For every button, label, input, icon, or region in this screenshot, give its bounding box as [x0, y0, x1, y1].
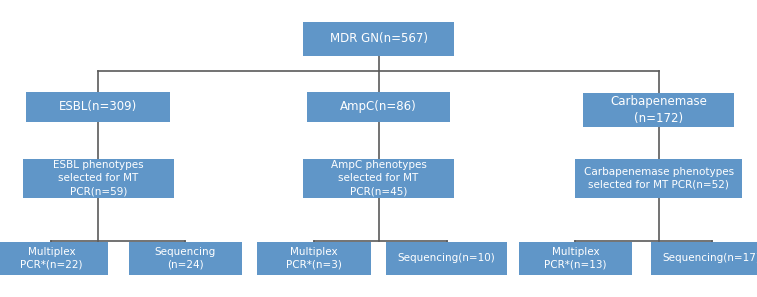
Text: Multiplex
PCR*(n=22): Multiplex PCR*(n=22): [20, 247, 83, 270]
Text: Multiplex
PCR*(n=3): Multiplex PCR*(n=3): [286, 247, 342, 270]
FancyBboxPatch shape: [583, 93, 734, 127]
Text: ESBL phenotypes
selected for MT
PCR(n=59): ESBL phenotypes selected for MT PCR(n=59…: [53, 160, 144, 196]
FancyBboxPatch shape: [575, 159, 742, 198]
FancyBboxPatch shape: [303, 159, 454, 198]
FancyBboxPatch shape: [26, 92, 170, 122]
Text: Sequencing
(n=24): Sequencing (n=24): [155, 247, 216, 270]
FancyBboxPatch shape: [307, 92, 450, 122]
FancyBboxPatch shape: [303, 22, 454, 56]
Text: AmpC phenotypes
selected for MT
PCR(n=45): AmpC phenotypes selected for MT PCR(n=45…: [331, 160, 426, 196]
FancyBboxPatch shape: [23, 159, 174, 198]
FancyBboxPatch shape: [386, 242, 507, 275]
Text: Carbapenemase phenotypes
selected for MT PCR(n=52): Carbapenemase phenotypes selected for MT…: [584, 167, 734, 189]
Text: ESBL(n=309): ESBL(n=309): [59, 100, 138, 113]
Text: AmpC(n=86): AmpC(n=86): [340, 100, 417, 113]
FancyBboxPatch shape: [519, 242, 632, 275]
Text: MDR GN(n=567): MDR GN(n=567): [329, 32, 428, 45]
Text: Multiplex
PCR*(n=13): Multiplex PCR*(n=13): [544, 247, 606, 270]
Text: Carbapenemase
(n=172): Carbapenemase (n=172): [610, 95, 707, 125]
Text: Sequencing(n=10): Sequencing(n=10): [397, 253, 496, 263]
FancyBboxPatch shape: [651, 242, 757, 275]
FancyBboxPatch shape: [0, 242, 108, 275]
FancyBboxPatch shape: [257, 242, 371, 275]
Text: Sequencing(n=17): Sequencing(n=17): [662, 253, 757, 263]
FancyBboxPatch shape: [129, 242, 242, 275]
